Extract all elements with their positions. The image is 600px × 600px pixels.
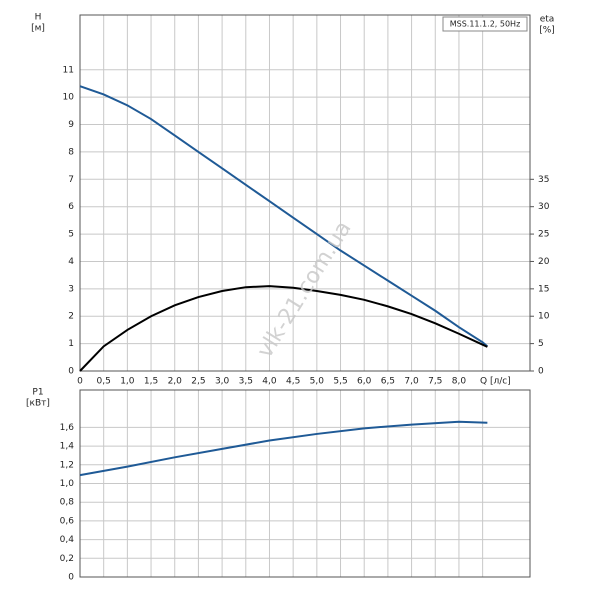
x-tick-label: 1,5 bbox=[144, 377, 158, 387]
y-tick-label: 5 bbox=[68, 230, 74, 240]
y2-tick-label: 30 bbox=[538, 202, 550, 212]
y-tick-label: 7 bbox=[68, 175, 74, 185]
series-line bbox=[79, 420, 488, 477]
x-tick-label: 0 bbox=[77, 377, 83, 387]
y2-tick-label: 15 bbox=[538, 284, 549, 294]
y-tick-label: 2 bbox=[68, 312, 74, 322]
y-tick-label: 0,8 bbox=[60, 498, 75, 508]
y-tick-label: 4 bbox=[68, 257, 74, 267]
y-tick-label: 0,2 bbox=[60, 554, 74, 564]
y2-tick-label: 35 bbox=[538, 175, 549, 185]
x-tick-label: 3,0 bbox=[215, 377, 230, 387]
y-tick-label: 1,2 bbox=[60, 460, 74, 470]
x-tick-label: 5,5 bbox=[333, 377, 347, 387]
y-axis-unit: [кВт] bbox=[26, 399, 50, 409]
y2-tick-label: 10 bbox=[538, 312, 550, 322]
annotation: MSS.11.1.2, 50Hz bbox=[450, 20, 521, 29]
y-axis-label: H bbox=[35, 13, 42, 23]
y2-axis-unit: [%] bbox=[539, 26, 555, 36]
y2-tick-label: 20 bbox=[538, 257, 550, 267]
x-tick-label: 4,0 bbox=[262, 377, 277, 387]
y-axis-label: P1 bbox=[32, 388, 43, 398]
annotation-box bbox=[442, 16, 528, 32]
series-line bbox=[79, 285, 488, 372]
x-tick-label: 2,0 bbox=[168, 377, 183, 387]
x-tick-label: 7,5 bbox=[428, 377, 442, 387]
x-tick-label: 1,0 bbox=[120, 377, 135, 387]
y2-axis-label: eta bbox=[540, 15, 555, 25]
y-tick-label: 3 bbox=[68, 284, 74, 294]
y-tick-label: 1 bbox=[68, 339, 74, 349]
x-tick-label: 8,0 bbox=[452, 377, 467, 387]
y-tick-label: 0 bbox=[68, 367, 74, 377]
y-tick-label: 9 bbox=[68, 120, 74, 130]
x-label-bg bbox=[476, 374, 526, 388]
y-tick-label: 1,4 bbox=[60, 442, 75, 452]
y-tick-label: 0,6 bbox=[60, 516, 75, 526]
y-tick-label: 1,6 bbox=[60, 423, 75, 433]
x-tick-label: 0,5 bbox=[97, 377, 111, 387]
plot-frame bbox=[79, 389, 531, 578]
x-tick-label: 3,5 bbox=[239, 377, 253, 387]
y-tick-label: 10 bbox=[63, 93, 75, 103]
x-tick-label: 5,0 bbox=[310, 377, 325, 387]
y2-tick-label: 0 bbox=[538, 367, 544, 377]
y-tick-label: 6 bbox=[68, 202, 74, 212]
y-axis-unit: [м] bbox=[31, 24, 45, 34]
x-tick-label: 2,5 bbox=[191, 377, 205, 387]
series-line bbox=[79, 85, 489, 348]
x-tick-label: 4,5 bbox=[286, 377, 300, 387]
y-tick-label: 0 bbox=[68, 573, 74, 583]
y-tick-label: 1,0 bbox=[60, 479, 75, 489]
y-tick-label: 0,4 bbox=[60, 535, 75, 545]
x-tick-label: 7,0 bbox=[404, 377, 419, 387]
plot-frame bbox=[79, 14, 531, 372]
y2-tick-label: 25 bbox=[538, 230, 549, 240]
x-tick-label: 6,0 bbox=[357, 377, 372, 387]
x-axis-label: Q [л/с] bbox=[480, 377, 511, 387]
y-tick-label: 11 bbox=[63, 65, 74, 75]
y2-tick-label: 5 bbox=[538, 339, 544, 349]
x-tick-label: 6,5 bbox=[381, 377, 395, 387]
y-tick-label: 8 bbox=[68, 147, 74, 157]
